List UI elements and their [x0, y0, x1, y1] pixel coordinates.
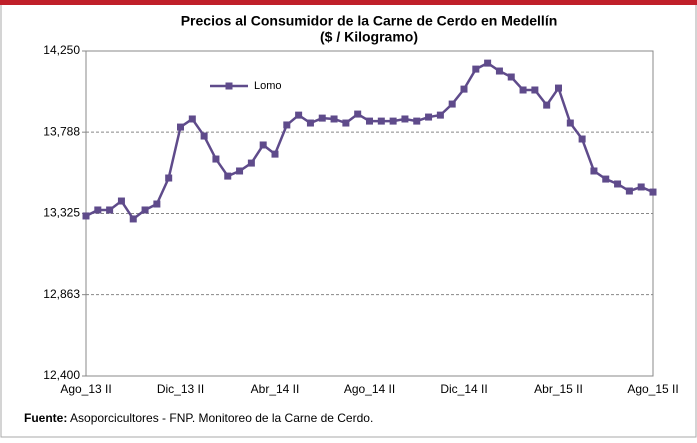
marker [590, 167, 598, 175]
y-tick-label: 12,863 [43, 287, 80, 301]
marker [472, 65, 480, 73]
marker [283, 121, 291, 129]
y-tick-label: 12,400 [43, 368, 80, 382]
marker [543, 101, 551, 109]
marker [566, 119, 574, 127]
y-tick-label: 13,788 [43, 124, 80, 138]
frame [0, 3, 697, 438]
source-label: Fuente: [24, 411, 67, 425]
marker [401, 115, 409, 123]
marker [460, 85, 468, 93]
legend-marker [225, 82, 233, 90]
marker [188, 115, 196, 123]
marker [649, 188, 657, 196]
x-tick-label: Abr_14 II [251, 382, 300, 396]
marker [295, 111, 303, 119]
x-tick-label: Dic_13 II [157, 382, 204, 396]
marker [224, 172, 232, 180]
marker [247, 159, 255, 167]
marker [94, 206, 102, 214]
footer: Fuente: Asoporcicultores - FNP. Monitore… [24, 411, 373, 425]
marker [366, 117, 373, 125]
marker [330, 115, 338, 123]
chart-title: Precios al Consumidor de la Carne de Cer… [181, 13, 558, 29]
marker [306, 119, 314, 127]
chart-subtitle: ($ / Kilogramo) [320, 29, 418, 45]
x-tick-label: Ago_15 II [627, 382, 678, 396]
x-tick-label: Dic_14 II [440, 382, 487, 396]
marker [129, 215, 137, 223]
marker [165, 174, 173, 182]
marker [448, 100, 456, 108]
marker [141, 206, 149, 214]
marker [259, 141, 267, 149]
marker [495, 67, 503, 75]
marker [637, 183, 645, 191]
marker [342, 119, 350, 127]
marker [436, 111, 444, 119]
legend-label: Lomo [254, 80, 282, 92]
marker [413, 117, 421, 125]
marker [531, 86, 539, 94]
marker [507, 73, 515, 81]
marker [425, 113, 433, 121]
marker [625, 187, 633, 195]
marker [318, 114, 326, 122]
marker [555, 84, 562, 92]
y-tick-label: 13,325 [43, 206, 80, 220]
x-tick-label: Abr_15 II [534, 382, 583, 396]
marker [354, 110, 362, 118]
source: Asoporcicultores - FNP. Monitoreo de la … [70, 411, 373, 425]
marker [212, 155, 220, 163]
x-tick-label: Ago_13 II [60, 382, 111, 396]
marker [578, 135, 586, 143]
marker [602, 175, 610, 183]
y-tick-label: 14,250 [43, 43, 80, 57]
top-bar [0, 0, 697, 5]
marker [117, 197, 125, 205]
marker [82, 212, 90, 220]
marker [236, 167, 244, 175]
marker [200, 132, 208, 140]
marker [271, 150, 279, 158]
marker [106, 206, 114, 214]
marker [177, 123, 184, 131]
marker [519, 86, 527, 94]
marker [484, 59, 492, 67]
marker [377, 117, 385, 125]
marker [153, 200, 161, 208]
marker [614, 180, 622, 188]
marker [389, 117, 397, 125]
x-tick-label: Ago_14 II [344, 382, 395, 396]
